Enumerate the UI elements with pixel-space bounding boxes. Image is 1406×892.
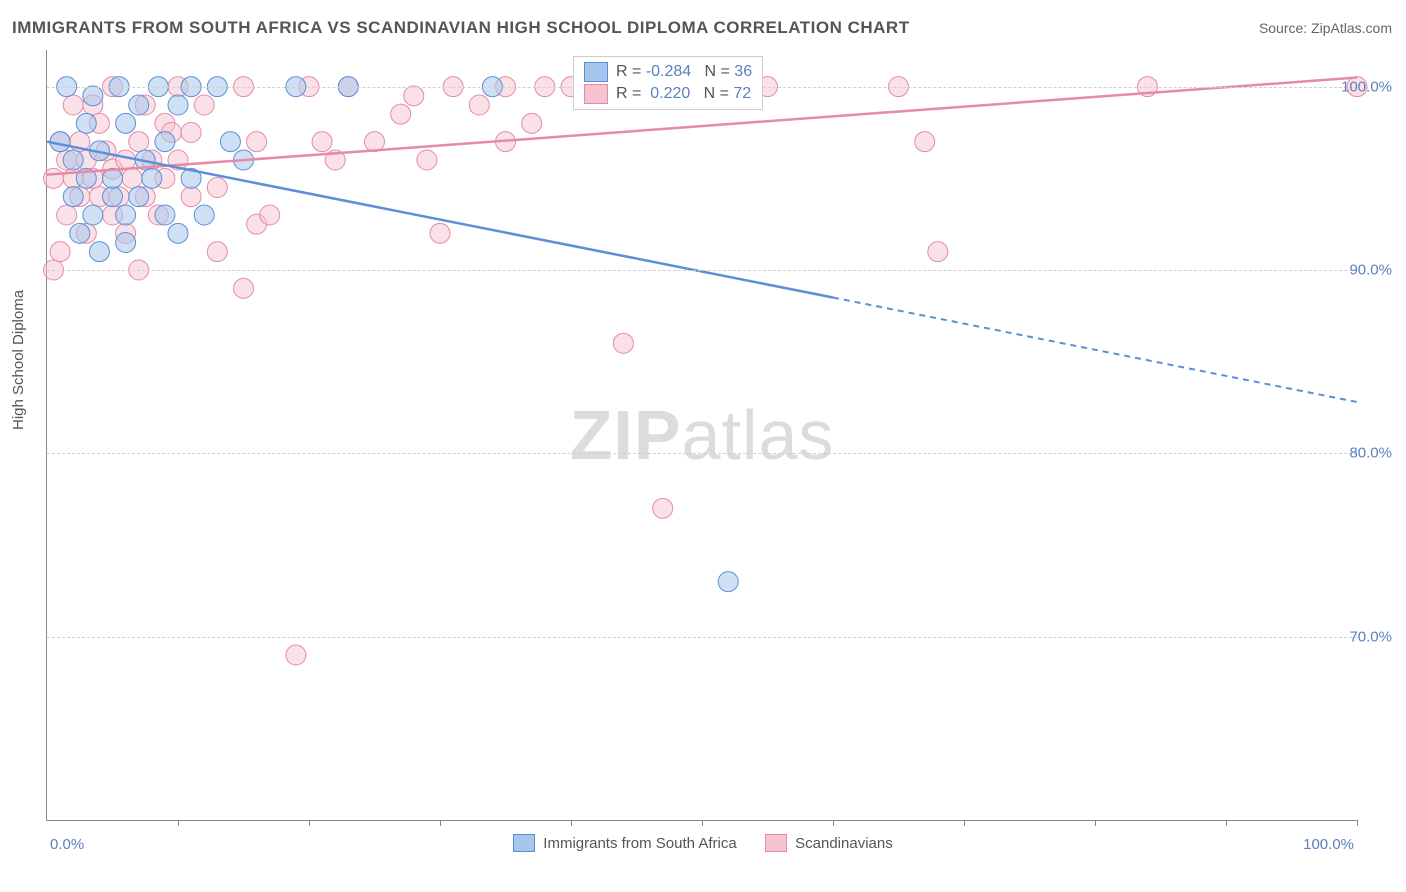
regression-line-a-dashed bbox=[833, 298, 1357, 403]
y-tick-label: 100.0% bbox=[1341, 78, 1392, 95]
footer-legend: Immigrants from South Africa Scandinavia… bbox=[0, 834, 1406, 857]
scatter-point-b bbox=[181, 123, 201, 143]
y-tick-label: 80.0% bbox=[1349, 445, 1392, 462]
x-tick bbox=[440, 820, 441, 826]
scatter-point-a bbox=[194, 205, 214, 225]
stats-swatch-b bbox=[584, 84, 608, 104]
scatter-point-a bbox=[103, 187, 123, 207]
r-value-b: 0.220 bbox=[646, 85, 690, 102]
scatter-point-a bbox=[129, 95, 149, 115]
scatter-point-a bbox=[168, 223, 188, 243]
scatter-point-a bbox=[718, 572, 738, 592]
scatter-point-a bbox=[63, 187, 83, 207]
scatter-point-a bbox=[63, 150, 83, 170]
scatter-point-b bbox=[522, 113, 542, 133]
r-label-b: R = bbox=[616, 85, 646, 102]
stats-swatch-a bbox=[584, 62, 608, 82]
scatter-point-b bbox=[928, 242, 948, 262]
n-label-b: N = bbox=[690, 85, 733, 102]
scatter-point-b bbox=[286, 645, 306, 665]
scatter-point-a bbox=[116, 233, 136, 253]
x-tick bbox=[309, 820, 310, 826]
source-label: Source: ZipAtlas.com bbox=[1259, 20, 1392, 36]
scatter-point-b bbox=[194, 95, 214, 115]
stats-box: R = -0.284 N = 36 R = 0.220 N = 72 bbox=[573, 56, 763, 110]
scatter-point-b bbox=[181, 187, 201, 207]
scatter-point-b bbox=[312, 132, 332, 152]
scatter-point-b bbox=[207, 242, 227, 262]
scatter-point-b bbox=[247, 132, 267, 152]
legend-label-a: Immigrants from South Africa bbox=[543, 835, 736, 852]
stats-row-b: R = 0.220 N = 72 bbox=[584, 83, 752, 105]
y-axis-label: High School Diploma bbox=[10, 290, 27, 430]
y-tick-label: 70.0% bbox=[1349, 628, 1392, 645]
scatter-point-b bbox=[207, 178, 227, 198]
x-tick bbox=[964, 820, 965, 826]
chart-title: IMMIGRANTS FROM SOUTH AFRICA VS SCANDINA… bbox=[12, 18, 910, 38]
n-label-a: N = bbox=[691, 63, 734, 80]
scatter-point-a bbox=[142, 168, 162, 188]
gridline bbox=[47, 637, 1357, 638]
scatter-point-b bbox=[260, 205, 280, 225]
scatter-point-a bbox=[76, 113, 96, 133]
stats-text-a: R = -0.284 N = 36 bbox=[616, 63, 752, 81]
scatter-point-a bbox=[83, 205, 103, 225]
scatter-point-b bbox=[417, 150, 437, 170]
legend-item-b: Scandinavians bbox=[765, 834, 893, 852]
stats-row-a: R = -0.284 N = 36 bbox=[584, 61, 752, 83]
x-tick bbox=[833, 820, 834, 826]
scatter-point-a bbox=[129, 187, 149, 207]
x-tick bbox=[571, 820, 572, 826]
scatter-point-a bbox=[89, 242, 109, 262]
legend-item-a: Immigrants from South Africa bbox=[513, 834, 736, 852]
r-value-a: -0.284 bbox=[646, 63, 691, 80]
scatter-point-b bbox=[234, 278, 254, 298]
scatter-point-b bbox=[57, 205, 77, 225]
scatter-point-b bbox=[44, 168, 64, 188]
scatter-point-b bbox=[404, 86, 424, 106]
scatter-point-a bbox=[70, 223, 90, 243]
scatter-point-b bbox=[430, 223, 450, 243]
n-value-a: 36 bbox=[734, 63, 752, 80]
scatter-point-b bbox=[469, 95, 489, 115]
legend-swatch-b bbox=[765, 834, 787, 852]
scatter-point-b bbox=[915, 132, 935, 152]
scatter-point-a bbox=[116, 205, 136, 225]
stats-text-b: R = 0.220 N = 72 bbox=[616, 85, 751, 103]
scatter-point-b bbox=[122, 168, 142, 188]
x-tick bbox=[178, 820, 179, 826]
gridline bbox=[47, 270, 1357, 271]
scatter-point-b bbox=[50, 242, 70, 262]
y-tick-label: 90.0% bbox=[1349, 262, 1392, 279]
scatter-point-a bbox=[116, 113, 136, 133]
scatter-point-a bbox=[155, 132, 175, 152]
x-tick bbox=[702, 820, 703, 826]
scatter-point-a bbox=[220, 132, 240, 152]
scatter-point-a bbox=[155, 205, 175, 225]
scatter-point-b bbox=[63, 95, 83, 115]
scatter-point-a bbox=[83, 86, 103, 106]
chart-plot-area: ZIPatlas bbox=[46, 50, 1357, 821]
x-tick bbox=[1357, 820, 1358, 826]
scatter-point-a bbox=[168, 95, 188, 115]
scatter-point-b bbox=[129, 132, 149, 152]
legend-label-b: Scandinavians bbox=[795, 835, 893, 852]
scatter-point-b bbox=[116, 150, 136, 170]
x-tick bbox=[1226, 820, 1227, 826]
r-label-a: R = bbox=[616, 63, 646, 80]
plot-svg bbox=[47, 50, 1357, 820]
scatter-point-b bbox=[613, 333, 633, 353]
scatter-point-b bbox=[391, 104, 411, 124]
scatter-point-b bbox=[653, 498, 673, 518]
x-tick bbox=[1095, 820, 1096, 826]
gridline bbox=[47, 453, 1357, 454]
n-value-b: 72 bbox=[733, 85, 751, 102]
legend-swatch-a bbox=[513, 834, 535, 852]
